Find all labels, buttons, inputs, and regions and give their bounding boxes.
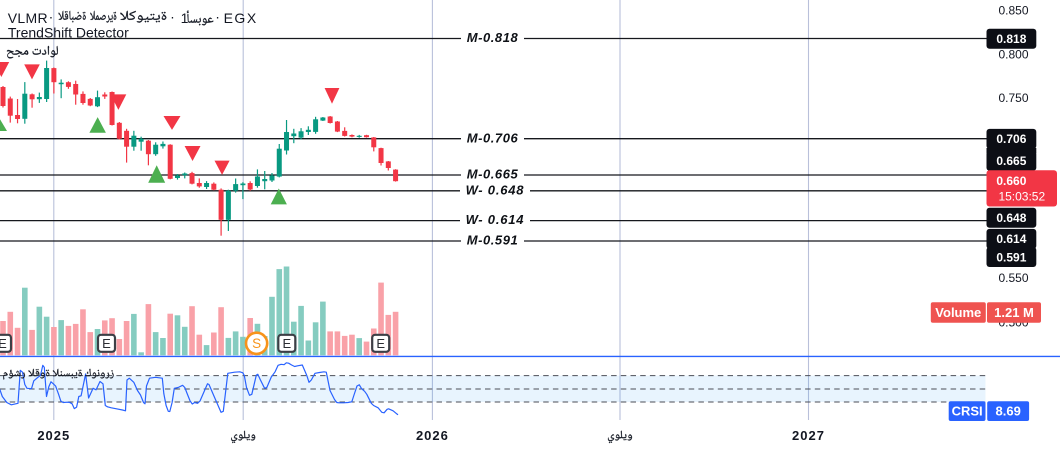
svg-text:E: E	[282, 336, 291, 351]
svg-text:0.614: 0.614	[996, 232, 1026, 246]
svg-text:0.750: 0.750	[998, 91, 1028, 105]
svg-text:2026: 2026	[416, 428, 449, 443]
svg-text:M-0.591: M-0.591	[467, 233, 519, 248]
svg-text:·: ·	[49, 9, 54, 25]
svg-text:2027: 2027	[792, 428, 825, 443]
svg-text:8.69: 8.69	[996, 403, 1021, 418]
svg-text:E: E	[376, 336, 385, 351]
svg-text:15:03:52: 15:03:52	[998, 190, 1045, 204]
svg-text:E: E	[102, 336, 111, 351]
svg-text:·: ·	[215, 9, 220, 25]
svg-text:2025: 2025	[37, 428, 70, 443]
svg-text:S: S	[252, 336, 261, 351]
svg-text:TrendShift Detector: TrendShift Detector	[8, 25, 129, 41]
svg-text:0.665: 0.665	[996, 154, 1026, 168]
svg-text:0.818: 0.818	[996, 32, 1026, 46]
svg-text:EGX: EGX	[224, 10, 258, 26]
svg-text:M-0.818: M-0.818	[467, 30, 519, 45]
svg-text:CRSI: CRSI	[952, 403, 983, 418]
svg-text:Volume: Volume	[935, 305, 981, 320]
svg-text:·: ·	[170, 9, 175, 25]
svg-text:0.660: 0.660	[996, 174, 1026, 188]
svg-text:0.591: 0.591	[996, 250, 1026, 264]
svg-text:0.850: 0.850	[998, 4, 1028, 18]
svg-text:M-0.665: M-0.665	[467, 167, 519, 182]
svg-text:E: E	[0, 336, 7, 351]
svg-text:0.706: 0.706	[996, 132, 1026, 146]
svg-text:0.648: 0.648	[996, 211, 1026, 225]
svg-text:VLMR: VLMR	[8, 10, 48, 26]
svg-text:M-0.706: M-0.706	[467, 130, 519, 145]
svg-text:0.550: 0.550	[998, 271, 1028, 285]
svg-text:1: 1	[181, 10, 189, 26]
svg-text:1.21 M: 1.21 M	[994, 305, 1034, 320]
svg-text:0.800: 0.800	[998, 48, 1028, 62]
svg-text:W- 0.648: W- 0.648	[466, 182, 525, 197]
svg-text:W- 0.614: W- 0.614	[466, 212, 525, 227]
